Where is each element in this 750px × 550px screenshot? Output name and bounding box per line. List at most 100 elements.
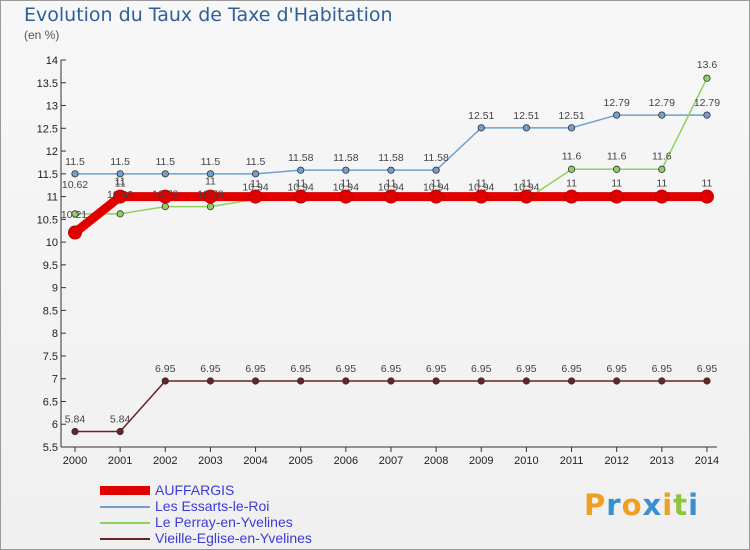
- data-label: 13.6: [697, 59, 718, 71]
- x-tick-label: 2006: [334, 455, 358, 467]
- legend-item-auffargis: AUFFARGIS: [100, 482, 400, 499]
- data-label: 12.51: [558, 110, 584, 122]
- data-label: 6.95: [290, 363, 311, 375]
- data-point: [477, 124, 485, 132]
- data-point: [68, 225, 82, 240]
- data-point: [116, 427, 124, 436]
- data-point: [297, 166, 305, 174]
- data-label: 11.5: [201, 156, 221, 168]
- x-tick-label: 2008: [424, 455, 448, 467]
- x-tick-label: 2011: [560, 455, 584, 467]
- data-point: [161, 377, 169, 385]
- data-label: 11.5: [246, 156, 266, 168]
- data-point: [161, 203, 169, 211]
- data-label: 10.94: [468, 181, 494, 193]
- data-label: 10.94: [513, 181, 539, 193]
- data-label: 6.95: [155, 363, 176, 375]
- data-label: 10.62: [107, 189, 133, 201]
- logo-letter: r: [606, 488, 622, 522]
- x-tick-label: 2009: [469, 455, 493, 467]
- y-tick-label: 12.5: [37, 123, 58, 135]
- data-point: [203, 189, 218, 204]
- legend-label: AUFFARGIS: [155, 482, 235, 498]
- data-label: 10.62: [62, 179, 88, 191]
- data-point: [658, 111, 666, 119]
- data-point: [387, 166, 395, 174]
- data-point: [564, 189, 579, 204]
- y-tick-label: 14: [46, 55, 58, 67]
- data-point: [567, 124, 576, 132]
- data-label: 12.79: [649, 97, 675, 109]
- data-point: [522, 124, 531, 132]
- legend-swatch: [100, 486, 150, 495]
- data-point: [342, 166, 350, 174]
- data-label: 11: [702, 178, 713, 190]
- data-label: 6.95: [381, 363, 402, 375]
- data-label: 11.58: [378, 152, 404, 164]
- data-point: [158, 189, 173, 204]
- data-label: 10.21: [61, 209, 87, 221]
- data-label: 11.58: [333, 152, 359, 164]
- data-point: [432, 166, 440, 174]
- data-label: 10.78: [152, 189, 178, 201]
- y-tick-label: 5.5: [43, 442, 58, 454]
- data-label: 6.95: [426, 363, 447, 375]
- x-tick-label: 2012: [604, 455, 628, 467]
- data-label: 12.79: [694, 97, 720, 109]
- data-point: [251, 170, 260, 178]
- y-tick-label: 6.5: [43, 396, 58, 408]
- data-point: [658, 165, 666, 173]
- data-point: [251, 377, 260, 385]
- legend-swatch: [100, 522, 150, 524]
- data-label: 11: [656, 178, 667, 190]
- data-point: [613, 377, 621, 385]
- data-point: [658, 377, 666, 385]
- data-label: 11: [340, 178, 351, 190]
- data-point: [113, 189, 128, 204]
- data-label: 6.95: [652, 363, 673, 375]
- data-point: [206, 203, 215, 211]
- y-tick-label: 13: [46, 101, 58, 113]
- y-tick-label: 12: [46, 146, 58, 158]
- data-label: 10.94: [333, 181, 359, 193]
- x-tick-label: 2010: [514, 455, 538, 467]
- y-tick-label: 7.5: [43, 351, 58, 363]
- logo-letter: P: [584, 488, 607, 522]
- x-tick-label: 2003: [198, 455, 222, 467]
- data-point: [116, 210, 124, 218]
- data-label: 11.6: [607, 150, 627, 162]
- data-label: 5.84: [65, 414, 86, 426]
- data-label: 12.51: [513, 110, 539, 122]
- data-point: [474, 189, 489, 204]
- data-point: [248, 189, 263, 204]
- data-point: [654, 189, 669, 204]
- data-label: 6.95: [606, 363, 627, 375]
- data-point: [429, 189, 444, 204]
- legend-item-les-essarts-le-roi: Les Essarts-le-Roi: [100, 498, 400, 515]
- y-tick-label: 11.5: [37, 169, 58, 181]
- data-point: [71, 427, 79, 436]
- data-label: 11: [566, 178, 577, 190]
- y-tick-label: 9.5: [43, 260, 58, 272]
- data-point: [206, 377, 215, 385]
- data-point: [387, 377, 395, 385]
- x-tick-label: 2001: [108, 455, 132, 467]
- data-label: 10.94: [378, 181, 404, 193]
- data-point: [161, 170, 169, 178]
- data-label: 11: [115, 176, 126, 188]
- logo-letter: t: [673, 488, 689, 522]
- logo-letter: i: [688, 488, 700, 522]
- data-label: 6.95: [516, 363, 537, 375]
- chart-title: Evolution du Taux de Taxe d'Habitation: [24, 4, 393, 26]
- legend-swatch: [100, 538, 150, 540]
- data-point: [338, 189, 353, 204]
- data-label: 11: [250, 178, 261, 190]
- line-chart: 5.5 6 6.5 7 7.5 8 8.5 9 9.5 10 10.5 11 11.5 12 12.5 13 1…: [37, 55, 721, 467]
- data-label: 10.94: [242, 181, 268, 193]
- logo-letter: i: [662, 488, 674, 522]
- data-label: 12.51: [468, 110, 494, 122]
- data-label: 11: [476, 178, 487, 190]
- legend: AUFFARGIS Les Essarts-le-Roi Le Perray-e…: [100, 482, 400, 547]
- data-label: 11: [386, 178, 397, 190]
- x-tick-label: 2007: [379, 455, 403, 467]
